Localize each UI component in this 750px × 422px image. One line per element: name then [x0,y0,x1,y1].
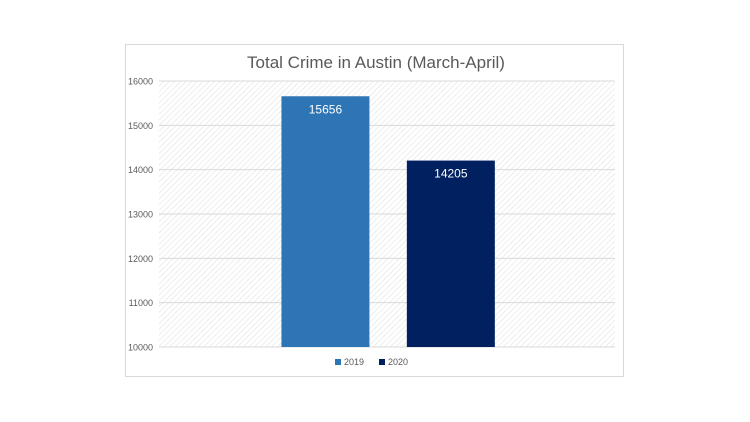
legend-swatch-2020 [379,359,385,365]
data-label-2019: 15656 [309,102,343,116]
y-tick-label: 16000 [128,77,153,87]
y-tick-label: 14000 [128,165,153,175]
gridlines [159,80,615,348]
data-label-2020: 14205 [434,167,468,181]
y-axis: 10000 11000 12000 13000 14000 15000 16000 [128,77,153,353]
legend-label-2020: 2020 [388,357,408,367]
bars [281,96,495,347]
y-tick-label: 10000 [128,343,153,353]
y-tick-label: 15000 [128,121,153,131]
y-tick-label: 12000 [128,254,153,264]
legend-label-2019: 2019 [344,357,364,367]
bar-chart: Total Crime in Austin (March-April) 1000… [128,53,615,367]
bar-2020 [406,160,495,347]
chart-container: Total Crime in Austin (March-April) 1000… [125,44,624,377]
chart-title: Total Crime in Austin (March-April) [247,53,505,72]
bar-2019 [281,96,370,347]
legend-swatch-2019 [335,359,341,365]
y-tick-label: 13000 [128,210,153,220]
legend: 2019 2020 [335,357,408,367]
y-tick-label: 11000 [129,298,153,308]
data-labels: 15656 14205 [309,102,468,180]
